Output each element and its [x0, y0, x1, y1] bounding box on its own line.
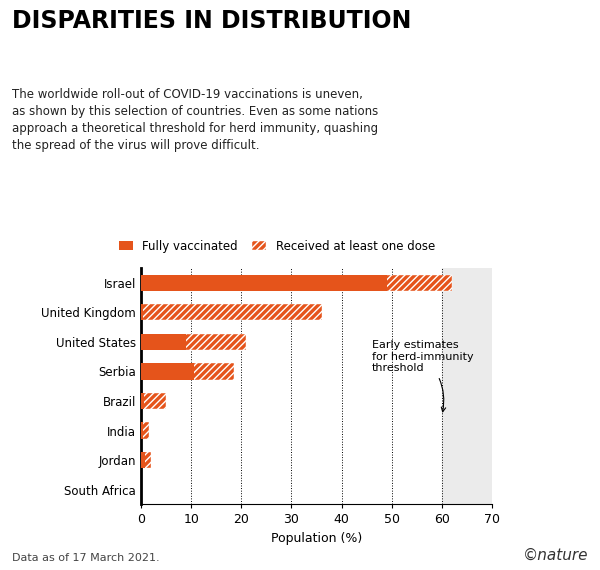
Bar — [141, 422, 149, 439]
Bar — [141, 363, 234, 380]
Text: The worldwide roll-out of COVID-19 vaccinations is uneven,
as shown by this sele: The worldwide roll-out of COVID-19 vacci… — [12, 88, 378, 152]
Bar — [141, 304, 143, 320]
Bar — [442, 268, 492, 504]
Bar — [141, 393, 143, 409]
Text: Early estimates
for herd-immunity
threshold: Early estimates for herd-immunity thresh… — [371, 340, 473, 412]
Bar — [141, 275, 386, 291]
Bar — [141, 304, 322, 320]
Bar — [141, 333, 246, 350]
Bar — [141, 452, 145, 468]
Bar — [141, 422, 143, 439]
Legend: Fully vaccinated, Received at least one dose: Fully vaccinated, Received at least one … — [119, 239, 435, 253]
Bar — [141, 393, 166, 409]
Bar — [141, 275, 452, 291]
X-axis label: Population (%): Population (%) — [271, 532, 362, 545]
Text: ©nature: ©nature — [523, 548, 588, 563]
Text: DISPARITIES IN DISTRIBUTION: DISPARITIES IN DISTRIBUTION — [12, 9, 412, 32]
Bar — [141, 452, 151, 468]
Bar — [141, 363, 194, 380]
Bar — [141, 333, 186, 350]
Text: Data as of 17 March 2021.: Data as of 17 March 2021. — [12, 553, 160, 563]
